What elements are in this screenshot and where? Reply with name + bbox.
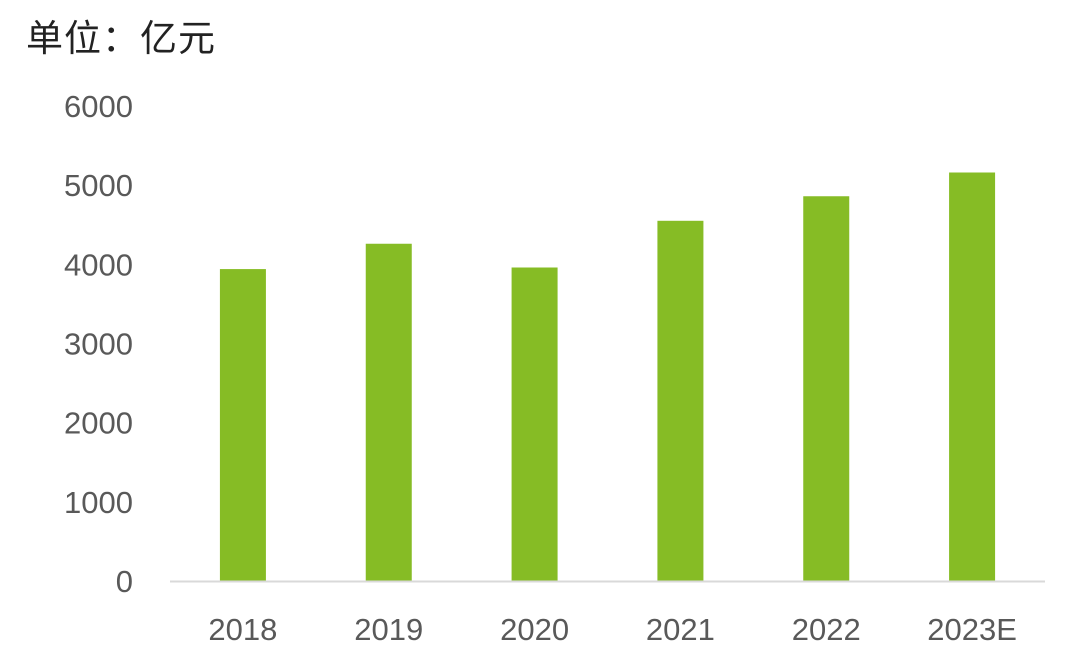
bar-2022: [803, 196, 850, 581]
y-tick-label: 6000: [64, 89, 133, 124]
x-tick-label: 2022: [792, 612, 861, 647]
y-tick-label: 1000: [64, 485, 133, 520]
bar-2018: [219, 269, 266, 581]
y-axis-ticks: 0 1000 2000 3000 4000 5000 6000: [64, 89, 133, 599]
unit-label: 单位：亿元: [26, 17, 216, 60]
y-tick-label: 0: [116, 564, 133, 599]
bar-2019: [365, 243, 412, 581]
bar-2023E: [949, 172, 996, 581]
x-tick-label: 2019: [354, 612, 423, 647]
y-tick-label: 3000: [64, 327, 133, 362]
y-tick-label: 5000: [64, 168, 133, 203]
bar-2021: [657, 220, 704, 581]
x-tick-label: 2020: [500, 612, 569, 647]
bar-2020: [511, 267, 558, 581]
y-tick-label: 4000: [64, 247, 133, 282]
y-tick-label: 2000: [64, 406, 133, 441]
x-axis-ticks: 2018 2019 2020 2021 2022 2023E: [208, 612, 1016, 647]
x-tick-label: 2021: [646, 612, 715, 647]
bars: [219, 172, 996, 581]
x-tick-label: 2023E: [927, 612, 1017, 647]
x-tick-label: 2018: [208, 612, 277, 647]
